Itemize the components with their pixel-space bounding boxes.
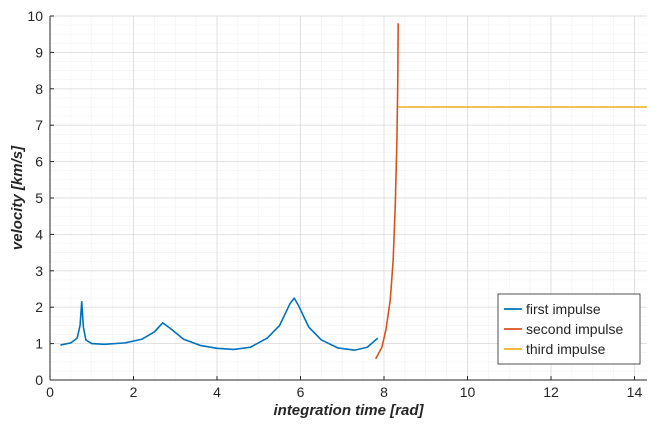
y-tick-label: 7 bbox=[35, 117, 43, 133]
y-tick-label: 5 bbox=[35, 190, 43, 206]
y-tick-label: 2 bbox=[35, 299, 43, 315]
x-tick-label: 8 bbox=[380, 384, 388, 400]
y-axis-label: velocity [km/s] bbox=[9, 145, 26, 250]
x-axis-label: integration time [rad] bbox=[273, 402, 424, 419]
series-layer bbox=[60, 23, 647, 360]
legend-entry-1: first impulse bbox=[526, 301, 601, 317]
x-tick-label: 12 bbox=[543, 384, 559, 400]
y-tick-label: 8 bbox=[35, 81, 43, 97]
x-tick-label: 2 bbox=[130, 384, 138, 400]
series-line-1 bbox=[60, 297, 379, 351]
y-tick-label: 3 bbox=[35, 263, 43, 279]
legend: first impulse second impulse third impulse bbox=[497, 293, 641, 365]
y-tick-label: 6 bbox=[35, 154, 43, 170]
y-tick-label: 4 bbox=[35, 226, 43, 242]
x-tick-label: 4 bbox=[213, 384, 221, 400]
legend-entry-2: second impulse bbox=[526, 321, 623, 337]
y-tick-label: 1 bbox=[35, 336, 43, 352]
x-tick-label: 10 bbox=[460, 384, 476, 400]
x-tick-label: 14 bbox=[627, 384, 643, 400]
y-tick-label: 0 bbox=[35, 372, 43, 388]
x-tick-label: 6 bbox=[297, 384, 305, 400]
legend-entry-3: third impulse bbox=[526, 341, 606, 357]
series-line-2 bbox=[374, 23, 399, 360]
y-tick-label: 10 bbox=[27, 8, 43, 24]
y-tick-label: 9 bbox=[35, 44, 43, 60]
x-tick-label: 0 bbox=[46, 384, 54, 400]
